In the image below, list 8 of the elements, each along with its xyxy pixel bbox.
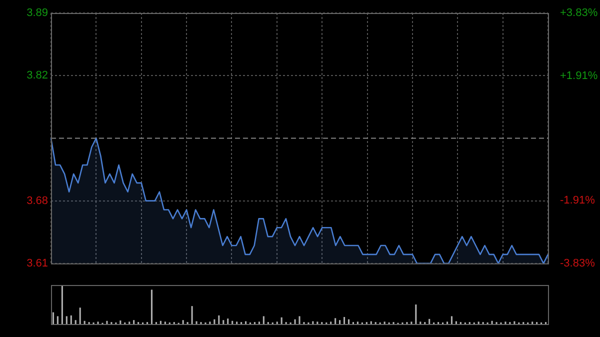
y-tick-label: 3.68 bbox=[26, 194, 48, 207]
y2-tick-label: +1.91% bbox=[560, 70, 598, 82]
y2-tick-label: -1.91% bbox=[560, 194, 596, 207]
y-tick-label: 3.82 bbox=[26, 70, 48, 82]
y2-tick-label: +3.83% bbox=[560, 7, 598, 20]
y-tick-label: 3.61 bbox=[26, 257, 48, 270]
y2-tick-label: -3.83% bbox=[560, 257, 596, 270]
y-tick-label: 3.89 bbox=[26, 7, 48, 20]
